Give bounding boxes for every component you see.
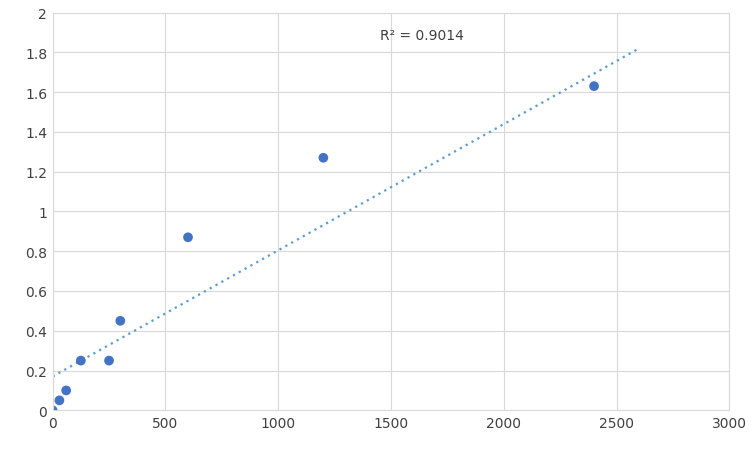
Point xyxy=(103,357,115,364)
Point xyxy=(47,407,59,414)
Text: R² = 0.9014: R² = 0.9014 xyxy=(380,29,464,43)
Point xyxy=(53,397,65,404)
Point xyxy=(114,318,126,325)
Point xyxy=(182,234,194,241)
Point xyxy=(588,83,600,91)
Point xyxy=(60,387,72,394)
Point xyxy=(75,357,86,364)
Point xyxy=(317,155,329,162)
